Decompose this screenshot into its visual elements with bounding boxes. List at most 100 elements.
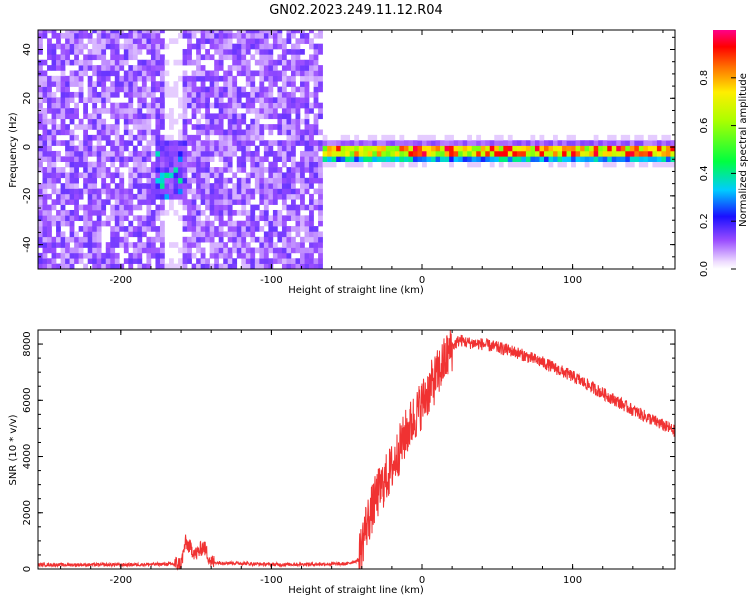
heatmap-cell <box>449 150 454 157</box>
heatmap-cell <box>38 258 43 264</box>
heatmap-cell <box>92 236 98 243</box>
heatmap-cell <box>286 263 292 270</box>
heatmap-cell <box>652 145 658 152</box>
heatmap-cell <box>625 145 631 152</box>
heatmap-cell <box>250 209 256 216</box>
heatmap-cell <box>290 236 296 243</box>
heatmap-cell <box>214 49 220 55</box>
heatmap-cell <box>476 161 482 168</box>
heatmap-cell <box>236 177 242 184</box>
heatmap-cell <box>96 215 102 222</box>
heatmap-cell <box>268 102 274 109</box>
heatmap-cell <box>295 54 301 61</box>
heatmap-cell <box>150 70 156 77</box>
heatmap-cell <box>132 231 138 238</box>
heatmap-cell <box>241 102 247 109</box>
heatmap-cell <box>56 242 61 248</box>
heatmap-cell <box>47 129 52 136</box>
heatmap-cell <box>42 129 48 136</box>
heatmap-cell <box>182 113 188 120</box>
heatmap-cell <box>42 32 48 39</box>
heatmap-cell <box>209 263 215 270</box>
heatmap-cell <box>616 150 622 157</box>
heatmap-cell <box>300 97 305 103</box>
heatmap-cell <box>87 247 93 254</box>
heatmap-cell <box>47 86 52 93</box>
heatmap-cell <box>169 188 174 195</box>
heatmap-cell <box>250 102 256 109</box>
heatmap-cell <box>209 231 215 238</box>
heatmap-cell <box>214 177 220 184</box>
heatmap-cell <box>69 134 75 141</box>
heatmap-cell <box>137 65 143 71</box>
heatmap-cell <box>155 263 161 270</box>
heatmap-cell <box>236 231 242 238</box>
heatmap-cell <box>489 150 495 157</box>
heatmap-cell <box>56 172 61 179</box>
heatmap-cell <box>110 156 116 162</box>
heatmap-cell <box>363 150 369 157</box>
heatmap-cell <box>38 134 43 141</box>
heatmap-cell <box>146 167 152 173</box>
heatmap-cell <box>232 199 238 205</box>
heatmap-cell <box>318 231 323 238</box>
heatmap-cell <box>313 75 319 82</box>
heatmap-cell <box>123 81 129 87</box>
heatmap-cell <box>295 97 301 103</box>
heatmap-cell <box>146 49 152 55</box>
heatmap-cell <box>214 204 220 211</box>
heatmap-cell <box>390 161 396 168</box>
heatmap-cell <box>227 177 233 184</box>
heatmap-cell <box>245 172 251 179</box>
heatmap-cell <box>580 145 585 152</box>
heatmap-cell <box>553 134 558 141</box>
heatmap-cell <box>187 150 192 157</box>
heatmap-cell <box>101 30 107 34</box>
heatmap-cell <box>74 91 79 98</box>
heatmap-cell <box>209 252 215 259</box>
heatmap-cell <box>65 102 70 109</box>
heatmap-cell <box>340 145 346 152</box>
heatmap-cell <box>182 226 188 232</box>
heatmap-cell <box>313 150 319 157</box>
heatmap-cell <box>309 252 314 259</box>
heatmap-cell <box>241 236 247 243</box>
heatmap-cell <box>205 150 210 157</box>
heatmap-cell <box>521 161 527 168</box>
heatmap-cell <box>114 43 120 50</box>
heatmap-cell <box>236 91 242 98</box>
heatmap-cell <box>268 247 274 254</box>
heatmap-cell <box>200 177 206 184</box>
heatmap-cell <box>241 231 247 238</box>
heatmap-cell <box>214 145 220 152</box>
heatmap-cell <box>105 65 111 71</box>
heatmap-cell <box>132 247 138 254</box>
heatmap-cell <box>191 59 197 66</box>
heatmap-cell <box>431 134 436 141</box>
heatmap-cell <box>38 91 43 98</box>
heatmap-cell <box>42 247 48 254</box>
heatmap-cell <box>110 242 116 248</box>
heatmap-cell <box>123 156 129 162</box>
heatmap-cell <box>137 242 143 248</box>
heatmap-cell <box>250 70 256 77</box>
heatmap-cell <box>65 242 70 248</box>
heatmap-cell <box>123 124 129 130</box>
heatmap-cell <box>105 156 111 162</box>
heatmap-cell <box>300 226 305 232</box>
heatmap-cell <box>227 30 233 34</box>
heatmap-cell <box>245 65 251 71</box>
heatmap-cell <box>467 145 472 152</box>
heatmap-cell <box>137 263 143 270</box>
heatmap-cell <box>182 177 188 184</box>
heatmap-cell <box>101 32 107 39</box>
heatmap-cell <box>254 236 260 243</box>
heatmap-cell <box>169 177 174 184</box>
heatmap-cell <box>87 199 93 205</box>
heatmap-cell <box>227 252 233 259</box>
heatmap-cell <box>268 140 274 146</box>
heatmap-cell <box>254 38 260 44</box>
heatmap-cell <box>155 134 161 141</box>
heatmap-cell <box>78 70 84 77</box>
heatmap-cell <box>571 150 576 157</box>
